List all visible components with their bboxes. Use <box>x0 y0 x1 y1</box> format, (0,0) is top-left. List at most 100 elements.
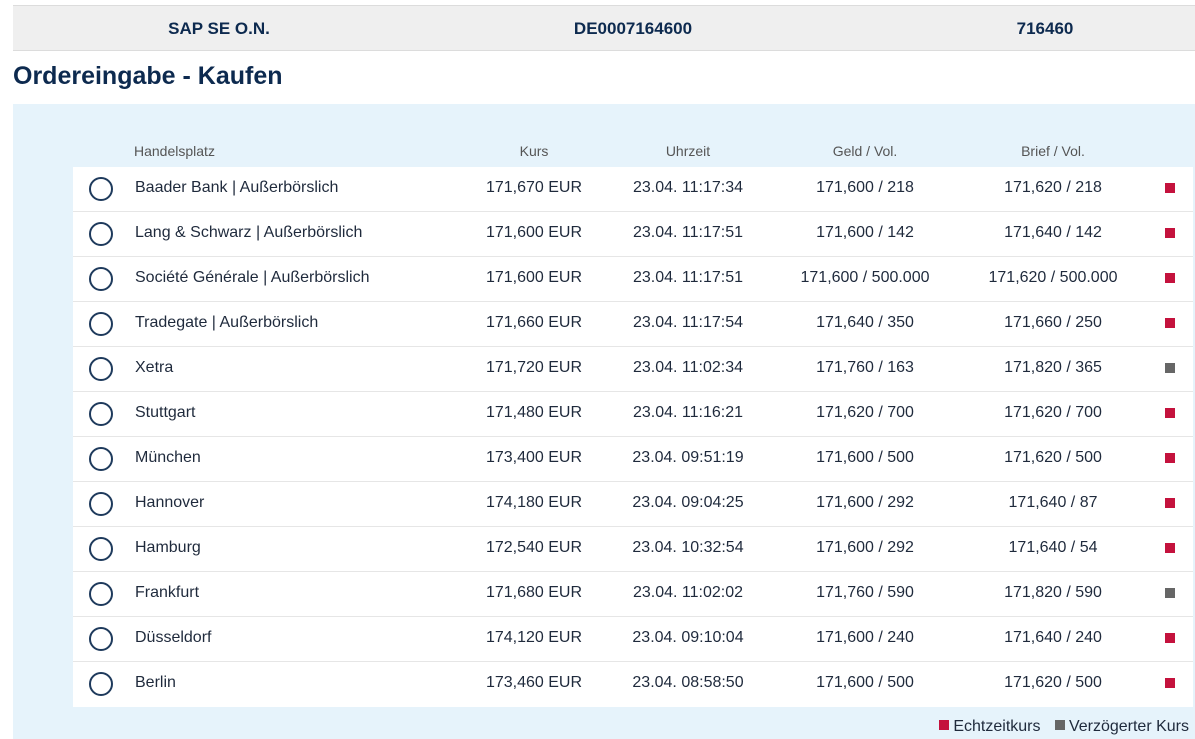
venue-radio-button[interactable] <box>89 177 113 201</box>
row-price: 172,540 EUR <box>485 539 583 556</box>
table-row[interactable]: Société Générale | Außerbörslich 171,600 … <box>73 257 1193 302</box>
row-price: 174,180 EUR <box>485 494 583 511</box>
row-venue: Société Générale | Außerbörslich <box>135 269 370 286</box>
row-bid: 171,600 / 500 <box>816 449 914 466</box>
table-row[interactable]: Baader Bank | Außerbörslich 171,670 EUR 23… <box>73 167 1193 212</box>
row-time: 23.04. 11:17:34 <box>632 179 744 196</box>
row-venue: Frankfurt <box>135 584 200 601</box>
row-ask: 171,620 / 218 <box>1004 179 1102 196</box>
row-venue: München <box>135 449 201 466</box>
venue-radio-button[interactable] <box>89 447 113 471</box>
row-bid: 171,600 / 292 <box>816 539 914 556</box>
legend-delayed-label: Verzögerter Kurs <box>1068 718 1189 735</box>
column-header-time: Uhrzeit <box>665 143 711 159</box>
table-row[interactable]: Düsseldorf 174,120 EUR 23.04. 09:10:04 171,… <box>73 617 1193 662</box>
row-ask: 171,640 / 54 <box>1008 539 1098 556</box>
realtime-marker-icon <box>1165 543 1175 553</box>
venue-radio-button[interactable] <box>89 492 113 516</box>
realtime-marker-icon <box>1165 453 1175 463</box>
delayed-marker-icon <box>1165 588 1175 598</box>
row-time: 23.04. 11:17:54 <box>632 314 744 331</box>
row-ask: 171,620 / 700 <box>1004 404 1102 421</box>
row-price: 171,600 EUR <box>485 224 583 241</box>
table-row[interactable]: Frankfurt 171,680 EUR 23.04. 11:02:02 171,7… <box>73 572 1193 617</box>
legend-realtime: Echtzeitkurs <box>939 718 1040 735</box>
realtime-marker-icon <box>1165 498 1175 508</box>
row-ask: 171,640 / 142 <box>1004 224 1102 241</box>
row-bid: 171,640 / 350 <box>816 314 914 331</box>
row-ask: 171,620 / 500.000 <box>988 269 1118 286</box>
table-row[interactable]: Hannover 174,180 EUR 23.04. 09:04:25 171,60… <box>73 482 1193 527</box>
row-ask: 171,820 / 590 <box>1004 584 1102 601</box>
venue-radio-button[interactable] <box>89 312 113 336</box>
row-time: 23.04. 11:17:51 <box>632 269 744 286</box>
row-venue: Baader Bank | Außerbörslich <box>135 179 339 196</box>
row-bid: 171,600 / 240 <box>816 629 914 646</box>
column-header-bid: Geld / Vol. <box>832 143 898 159</box>
row-bid: 171,760 / 590 <box>816 584 914 601</box>
row-venue: Düsseldorf <box>135 629 212 646</box>
row-venue: Berlin <box>135 674 176 691</box>
column-header-price: Kurs <box>519 143 549 159</box>
row-bid: 171,600 / 142 <box>816 224 914 241</box>
row-time: 23.04. 08:58:50 <box>632 674 744 691</box>
realtime-marker-icon <box>1165 183 1175 193</box>
row-venue: Hamburg <box>135 539 201 556</box>
row-price: 173,460 EUR <box>485 674 583 691</box>
row-venue: Hannover <box>135 494 205 511</box>
table-row[interactable]: Stuttgart 171,480 EUR 23.04. 11:16:21 171,6… <box>73 392 1193 437</box>
realtime-marker-icon <box>939 720 950 730</box>
table-row[interactable]: Tradegate | Außerbörslich 171,660 EUR 23.0… <box>73 302 1193 347</box>
page-title: Ordereingabe - Kaufen <box>13 62 283 90</box>
venue-radio-button[interactable] <box>89 402 113 426</box>
security-name: SAP SE O.N. <box>168 19 270 38</box>
row-price: 171,660 EUR <box>485 314 583 331</box>
realtime-marker-icon <box>1165 408 1175 418</box>
row-ask: 171,620 / 500 <box>1004 449 1102 466</box>
realtime-marker-icon <box>1165 318 1175 328</box>
table-row[interactable]: München 173,400 EUR 23.04. 09:51:19 171,600… <box>73 437 1193 482</box>
row-time: 23.04. 11:02:02 <box>632 584 744 601</box>
row-time: 23.04. 11:16:21 <box>632 404 744 421</box>
venue-radio-button[interactable] <box>89 627 113 651</box>
row-price: 171,480 EUR <box>485 404 583 421</box>
row-venue: Lang & Schwarz | Außerbörslich <box>135 224 363 241</box>
table-row[interactable]: Hamburg 172,540 EUR 23.04. 10:32:54 171,600… <box>73 527 1193 572</box>
row-bid: 171,620 / 700 <box>816 404 914 421</box>
row-time: 23.04. 09:04:25 <box>632 494 744 511</box>
venue-radio-button[interactable] <box>89 267 113 291</box>
column-header-venue: Handelsplatz <box>134 143 215 159</box>
row-bid: 171,600 / 500.000 <box>800 269 930 286</box>
venue-radio-button[interactable] <box>89 582 113 606</box>
row-ask: 171,640 / 240 <box>1004 629 1102 646</box>
row-ask: 171,660 / 250 <box>1004 314 1102 331</box>
delayed-marker-icon <box>1165 363 1175 373</box>
row-time: 23.04. 09:51:19 <box>632 449 744 466</box>
row-time: 23.04. 11:17:51 <box>632 224 744 241</box>
venue-radio-button[interactable] <box>89 222 113 246</box>
row-price: 173,400 EUR <box>485 449 583 466</box>
realtime-marker-icon <box>1165 228 1175 238</box>
row-price: 171,600 EUR <box>485 269 583 286</box>
row-venue: Stuttgart <box>135 404 196 421</box>
table-row[interactable]: Xetra 171,720 EUR 23.04. 11:02:34 171,760 /… <box>73 347 1193 392</box>
row-ask: 171,640 / 87 <box>1008 494 1098 511</box>
row-bid: 171,760 / 163 <box>816 359 914 376</box>
venue-radio-button[interactable] <box>89 537 113 561</box>
row-bid: 171,600 / 292 <box>816 494 914 511</box>
row-price: 171,680 EUR <box>485 584 583 601</box>
security-header: SAP SE O.N. DE0007164600 716460 <box>13 5 1195 51</box>
realtime-marker-icon <box>1165 273 1175 283</box>
realtime-marker-icon <box>1165 633 1175 643</box>
table-row[interactable]: Lang & Schwarz | Außerbörslich 171,600 EU… <box>73 212 1193 257</box>
venue-radio-button[interactable] <box>89 357 113 381</box>
column-header-ask: Brief / Vol. <box>1021 143 1085 159</box>
security-isin: DE0007164600 <box>573 19 693 38</box>
venue-radio-button[interactable] <box>89 672 113 696</box>
table-row[interactable]: Berlin 173,460 EUR 23.04. 08:58:50 171,600 … <box>73 662 1193 707</box>
row-price: 174,120 EUR <box>485 629 583 646</box>
venue-selection-panel: Handelsplatz Kurs Uhrzeit Geld / Vol. Br… <box>13 104 1195 739</box>
realtime-marker-icon <box>1165 678 1175 688</box>
feed-legend: Echtzeitkurs Verzögerter Kurs <box>929 718 1189 736</box>
row-venue: Tradegate | Außerbörslich <box>135 314 319 331</box>
